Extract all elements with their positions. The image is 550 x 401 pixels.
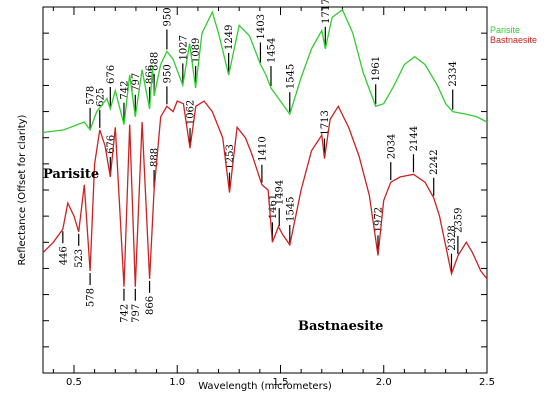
x-tick-label: 2.0	[376, 377, 392, 388]
band-label: 1062	[186, 100, 197, 125]
band-label: 2242	[429, 149, 440, 174]
band-label: 578	[86, 288, 97, 307]
band-label: 866	[145, 65, 156, 84]
band-label: 1089	[191, 38, 202, 63]
band-label: 676	[106, 135, 117, 154]
band-label: 888	[150, 52, 161, 71]
band-label: 1454	[266, 38, 277, 63]
band-label: 2334	[448, 61, 459, 86]
band-label: 2144	[409, 126, 420, 151]
y-axis-title: Reflectance (Offset for clarity)	[17, 114, 28, 265]
x-tick-label: 1.0	[169, 377, 185, 388]
band-label: 1713	[320, 110, 331, 135]
band-label: 1027	[178, 35, 189, 60]
y-axis-ticks	[43, 32, 487, 348]
band-label: 2359	[453, 207, 464, 232]
band-label: 2328	[447, 225, 458, 250]
band-label: 1545	[285, 196, 296, 221]
band-label: 578	[86, 86, 97, 105]
band-label: 676	[106, 65, 117, 84]
x-axis-title: Wavelength (micrometers)	[198, 381, 332, 392]
band-label: 742	[119, 81, 130, 100]
band-label: 523	[74, 249, 85, 268]
band-label: 1717	[321, 0, 332, 24]
band-label: 446	[58, 246, 69, 265]
band-label: 1972	[373, 207, 384, 232]
parisite-curve-label: Parisite	[43, 167, 99, 182]
series-lines	[42, 8, 488, 287]
band-label: 625	[95, 88, 106, 107]
x-tick-label: 2.5	[479, 377, 495, 388]
x-tick-label: 1.5	[273, 377, 289, 388]
band-label: 1403	[256, 14, 267, 39]
bastnaesite-curve-label: Bastnaesite	[298, 319, 383, 334]
band-label: 1410	[257, 136, 268, 161]
band-label: 1253	[225, 144, 236, 169]
band-label: 797	[131, 304, 142, 323]
band-label: 950	[162, 7, 173, 26]
band-label: 2034	[386, 134, 397, 159]
band-label: 950	[162, 64, 173, 83]
parisite-line	[42, 8, 488, 134]
band-label: 1961	[371, 56, 382, 81]
legend-bastnaesite: Bastnaesite	[490, 35, 537, 45]
band-label: 1461	[268, 194, 279, 219]
legend-parisite: Parisite	[490, 25, 520, 35]
band-label: 1545	[285, 64, 296, 89]
band-label: 1494	[275, 180, 286, 205]
band-label: 866	[145, 296, 156, 315]
x-axis-ticks: 0.5 1.0 1.5 2.0 2.5	[52, 7, 495, 388]
plot-frame	[42, 6, 488, 374]
band-label: 742	[119, 304, 130, 323]
band-label: 1249	[224, 25, 235, 50]
bastnaesite-line	[42, 100, 488, 287]
x-tick-label: 0.5	[66, 377, 82, 388]
band-label: 888	[150, 148, 161, 167]
band-label: 797	[131, 73, 142, 92]
